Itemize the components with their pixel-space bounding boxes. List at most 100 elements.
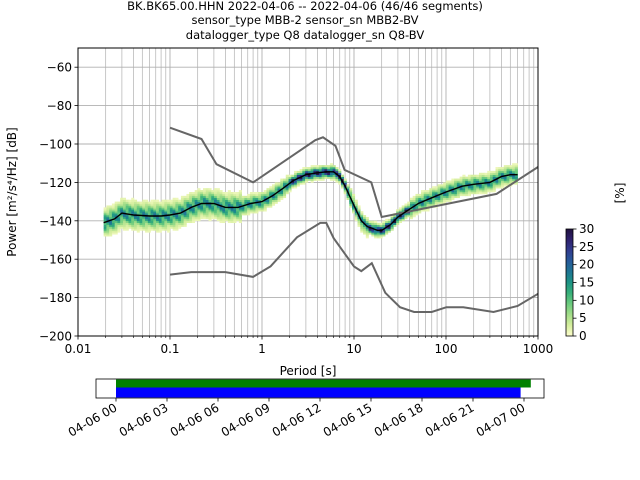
heatmap-cell <box>183 195 187 199</box>
heatmap-cell <box>120 201 124 204</box>
heatmap-cell <box>120 199 124 202</box>
heatmap-cell <box>189 192 193 195</box>
heatmap-cell <box>172 215 176 218</box>
heatmap-cell <box>167 226 171 229</box>
heatmap-cell <box>421 203 425 206</box>
heatmap-cell <box>291 174 295 177</box>
heatmap-cell <box>363 226 367 229</box>
heatmap-cell <box>357 213 361 216</box>
heatmap-cell <box>329 165 333 168</box>
segment-coverage-bar <box>116 387 521 398</box>
heatmap-cell <box>352 197 356 200</box>
heatmap-cell <box>178 222 182 225</box>
heatmap-cell <box>423 190 427 193</box>
heatmap-cell <box>371 222 375 225</box>
heatmap-cell <box>305 168 309 172</box>
heatmap-cell <box>161 199 165 202</box>
heatmap-cell <box>514 178 518 181</box>
heatmap-cell <box>313 165 317 168</box>
heatmap-cell <box>136 230 140 233</box>
heatmap-cell <box>271 192 276 195</box>
heatmap-cell <box>164 205 168 208</box>
heatmap-cell <box>302 182 306 185</box>
heatmap-cell <box>197 197 201 200</box>
heatmap-cell <box>211 216 215 220</box>
heatmap-cell <box>291 178 295 181</box>
heatmap-cell <box>501 176 505 179</box>
heatmap-cell <box>506 165 510 168</box>
heatmap-cell <box>329 168 333 172</box>
heatmap-cell <box>172 203 176 206</box>
heatmap-cell <box>401 218 405 222</box>
heatmap-cell <box>484 178 488 181</box>
heatmap-cell <box>125 199 129 202</box>
heatmap-cell <box>495 182 499 185</box>
heatmap-cell <box>208 192 212 195</box>
heatmap-cell <box>225 193 229 197</box>
heatmap-cell <box>106 228 110 231</box>
heatmap-cell <box>415 201 419 204</box>
heatmap-cell <box>437 195 441 199</box>
heatmap-cell <box>194 197 198 200</box>
heatmap-cell <box>360 226 364 229</box>
heatmap-cell <box>285 186 289 189</box>
heatmap-cell <box>495 176 499 179</box>
heatmap-cell <box>252 211 256 214</box>
heatmap-cell <box>227 197 231 200</box>
heatmap-cell <box>227 207 231 210</box>
heatmap-cell <box>142 205 146 208</box>
heatmap-cell <box>222 218 226 222</box>
heatmap-cell <box>498 180 502 183</box>
heatmap-cell <box>396 218 400 222</box>
heatmap-cell <box>487 190 491 193</box>
heatmap-cell <box>310 165 314 168</box>
heatmap-cell <box>415 211 419 214</box>
heatmap-cell <box>437 199 441 202</box>
heatmap-cell <box>219 218 223 222</box>
heatmap-cell <box>484 188 488 191</box>
heatmap-cell <box>222 211 226 214</box>
heatmap-cell <box>156 205 160 208</box>
heatmap-cell <box>136 201 140 204</box>
heatmap-cell <box>423 203 427 206</box>
heatmap-cell <box>470 176 474 179</box>
heatmap-cell <box>349 192 353 195</box>
heatmap-cell <box>512 163 516 166</box>
heatmap-cell <box>225 216 229 220</box>
heatmap-cell <box>407 203 411 206</box>
heatmap-cell <box>156 220 160 224</box>
heatmap-cell <box>440 197 444 200</box>
heatmap-cell <box>459 190 463 193</box>
heatmap-cell <box>134 218 138 222</box>
heatmap-cell <box>280 190 284 193</box>
heatmap-cell <box>175 211 179 214</box>
heatmap-cell <box>161 228 165 231</box>
heatmap-cell <box>454 180 458 183</box>
heatmap-cell <box>103 218 107 222</box>
heatmap-cell <box>202 213 207 216</box>
heatmap-cell <box>186 195 190 199</box>
heatmap-cell <box>230 215 234 218</box>
heatmap-cell <box>150 228 154 231</box>
heatmap-cell <box>202 203 207 206</box>
heatmap-cell <box>514 176 518 179</box>
heatmap-cell <box>376 234 380 237</box>
heatmap-cell <box>421 209 425 212</box>
heatmap-cell <box>512 172 516 176</box>
heatmap-cell <box>122 224 127 227</box>
heatmap-cell <box>478 172 483 176</box>
heatmap-cell <box>318 172 322 176</box>
heatmap-cell <box>470 184 474 187</box>
heatmap-cell <box>125 205 129 208</box>
heatmap-cell <box>233 205 237 208</box>
heatmap-cell <box>169 199 173 202</box>
heatmap-cell <box>338 172 342 176</box>
heatmap-cell <box>283 180 287 183</box>
heatmap-cell <box>120 226 124 229</box>
heatmap-cell <box>134 222 138 225</box>
heatmap-cell <box>189 215 193 218</box>
heatmap-cell <box>197 207 201 210</box>
heatmap-cell <box>451 192 455 195</box>
heatmap-cell <box>283 182 287 185</box>
heatmap-cell <box>208 207 212 210</box>
